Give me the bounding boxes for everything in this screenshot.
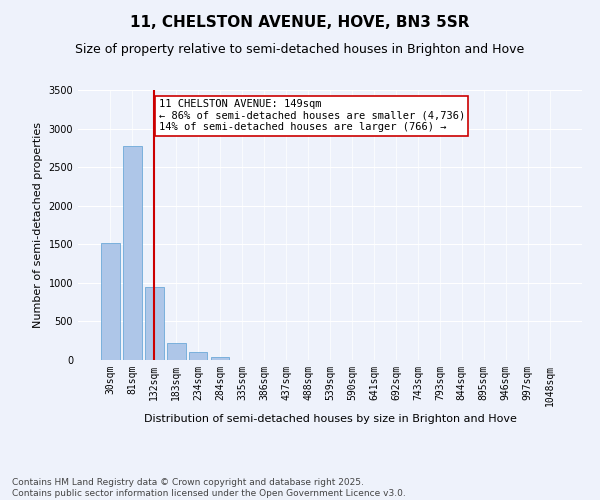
X-axis label: Distribution of semi-detached houses by size in Brighton and Hove: Distribution of semi-detached houses by … <box>143 414 517 424</box>
Text: Contains HM Land Registry data © Crown copyright and database right 2025.
Contai: Contains HM Land Registry data © Crown c… <box>12 478 406 498</box>
Bar <box>101 242 119 360</box>
Bar <box>123 146 142 360</box>
Bar <box>145 286 164 360</box>
Text: 11 CHELSTON AVENUE: 149sqm
← 86% of semi-detached houses are smaller (4,736)
14%: 11 CHELSTON AVENUE: 149sqm ← 86% of semi… <box>158 100 465 132</box>
Bar <box>167 344 185 360</box>
Y-axis label: Number of semi-detached properties: Number of semi-detached properties <box>33 122 43 328</box>
Bar <box>211 358 229 360</box>
Text: 11, CHELSTON AVENUE, HOVE, BN3 5SR: 11, CHELSTON AVENUE, HOVE, BN3 5SR <box>130 15 470 30</box>
Bar <box>189 352 208 360</box>
Text: Size of property relative to semi-detached houses in Brighton and Hove: Size of property relative to semi-detach… <box>76 42 524 56</box>
